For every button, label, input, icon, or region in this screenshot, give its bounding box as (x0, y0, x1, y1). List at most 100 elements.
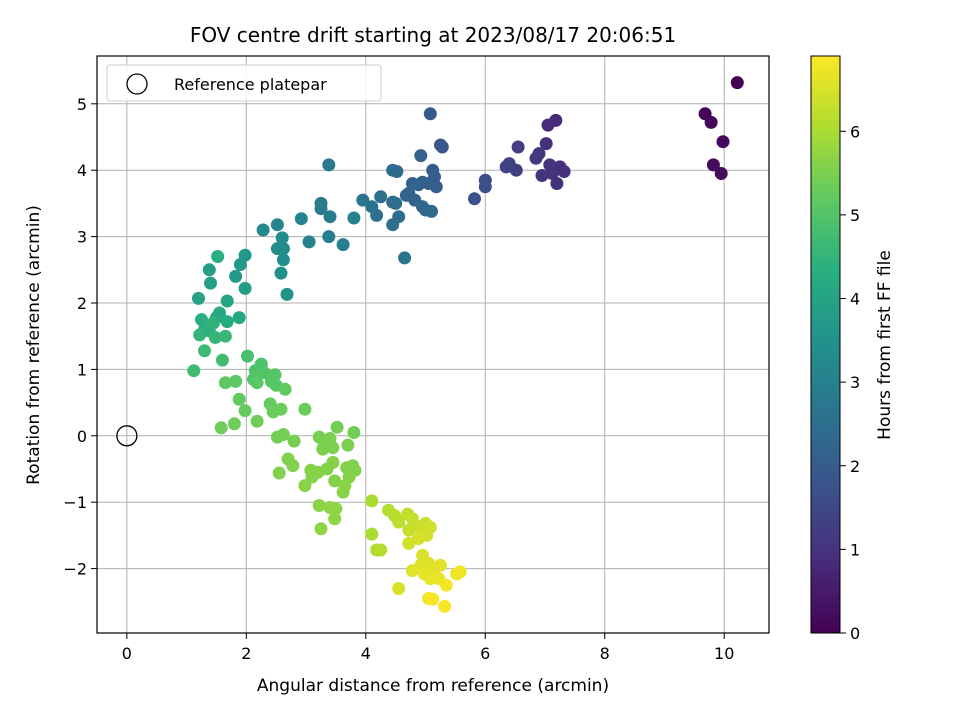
y-axis-label: Rotation from reference (arcmin) (24, 205, 44, 485)
data-point (257, 366, 271, 380)
data-point (220, 315, 234, 329)
data-point (326, 455, 340, 469)
colorbar-tick-label: 4 (850, 290, 860, 309)
data-point (390, 165, 404, 178)
data-point (195, 313, 208, 327)
data-point (392, 515, 406, 529)
data-point (274, 266, 288, 280)
data-point (323, 210, 337, 224)
data-point (312, 499, 326, 512)
x-axis-ticks: 0 2 4 6 8 10 (122, 633, 734, 663)
data-point (229, 374, 243, 388)
data-point (330, 420, 344, 434)
data-point (557, 165, 571, 178)
data-point (211, 250, 225, 263)
colorbar-label: Hours from first FF file (875, 250, 895, 440)
data-point (302, 235, 316, 249)
data-point (193, 328, 207, 342)
reference-marker (116, 425, 138, 447)
colorbar-tick-label: 0 (850, 624, 860, 643)
data-point (329, 502, 343, 516)
data-point (287, 434, 301, 448)
data-point (274, 402, 288, 416)
data-point (539, 137, 553, 151)
data-point (468, 192, 481, 206)
data-point (280, 287, 294, 301)
colorbar-tick-label: 5 (850, 206, 860, 225)
data-point (275, 231, 289, 245)
y-tick-label: 1 (77, 360, 87, 379)
data-point (192, 291, 205, 305)
data-point (478, 180, 492, 194)
data-point (511, 140, 525, 154)
data-point (392, 582, 406, 595)
data-point (250, 376, 264, 390)
data-point (276, 253, 290, 267)
data-point (305, 470, 319, 484)
data-point (420, 528, 434, 542)
data-point (541, 118, 555, 132)
data-point (439, 578, 453, 592)
data-point (220, 294, 234, 308)
data-point (328, 512, 342, 526)
data-point (714, 167, 728, 180)
legend-label: Reference platepar (174, 75, 327, 94)
data-point (233, 258, 247, 271)
colorbar-tick-label: 6 (850, 122, 860, 141)
colorbar (810, 55, 841, 634)
data-point (386, 195, 400, 209)
data-point (218, 329, 232, 343)
data-point (316, 442, 330, 456)
y-tick-label: 2 (77, 294, 87, 313)
data-point (365, 200, 379, 214)
data-point (499, 160, 513, 174)
data-point (229, 269, 243, 283)
reference-point (116, 425, 138, 447)
data-point (326, 441, 340, 455)
x-tick-label: 0 (122, 644, 132, 663)
y-tick-label: 3 (77, 228, 87, 247)
data-point (276, 428, 290, 441)
data-point (207, 316, 220, 330)
y-tick-label: 0 (77, 427, 87, 446)
data-point (336, 238, 350, 252)
data-point (232, 311, 246, 325)
data-point (187, 364, 201, 378)
data-point (386, 218, 400, 232)
data-point (294, 212, 308, 226)
data-point (365, 494, 379, 508)
data-point (435, 140, 449, 154)
data-point (241, 349, 254, 363)
data-point (270, 218, 284, 232)
x-tick-label: 2 (241, 644, 251, 663)
data-point (414, 149, 428, 163)
data-point (298, 479, 312, 493)
data-point (356, 193, 370, 207)
data-point (716, 135, 730, 149)
data-point (215, 353, 229, 367)
data-point (204, 276, 217, 290)
data-point (278, 382, 292, 396)
data-point (232, 392, 246, 406)
data-point (730, 76, 744, 90)
data-point (434, 558, 447, 572)
data-point (238, 404, 252, 418)
y-axis-ticks: −2 −1 0 1 2 3 4 5 (63, 95, 97, 579)
data-point (328, 474, 342, 488)
y-tick-label: −2 (63, 560, 87, 579)
data-point (365, 527, 379, 541)
data-point (398, 251, 412, 265)
data-point (256, 223, 270, 237)
data-point (374, 190, 388, 204)
data-point (198, 344, 211, 358)
plot-frame (96, 55, 770, 634)
data-point (272, 466, 286, 480)
data-point (450, 567, 464, 581)
data-point (218, 376, 232, 390)
data-point (402, 523, 416, 537)
data-point (202, 263, 216, 277)
data-point (704, 115, 718, 129)
x-tick-label: 6 (480, 644, 490, 663)
legend-hollow-circle-icon (126, 73, 148, 95)
